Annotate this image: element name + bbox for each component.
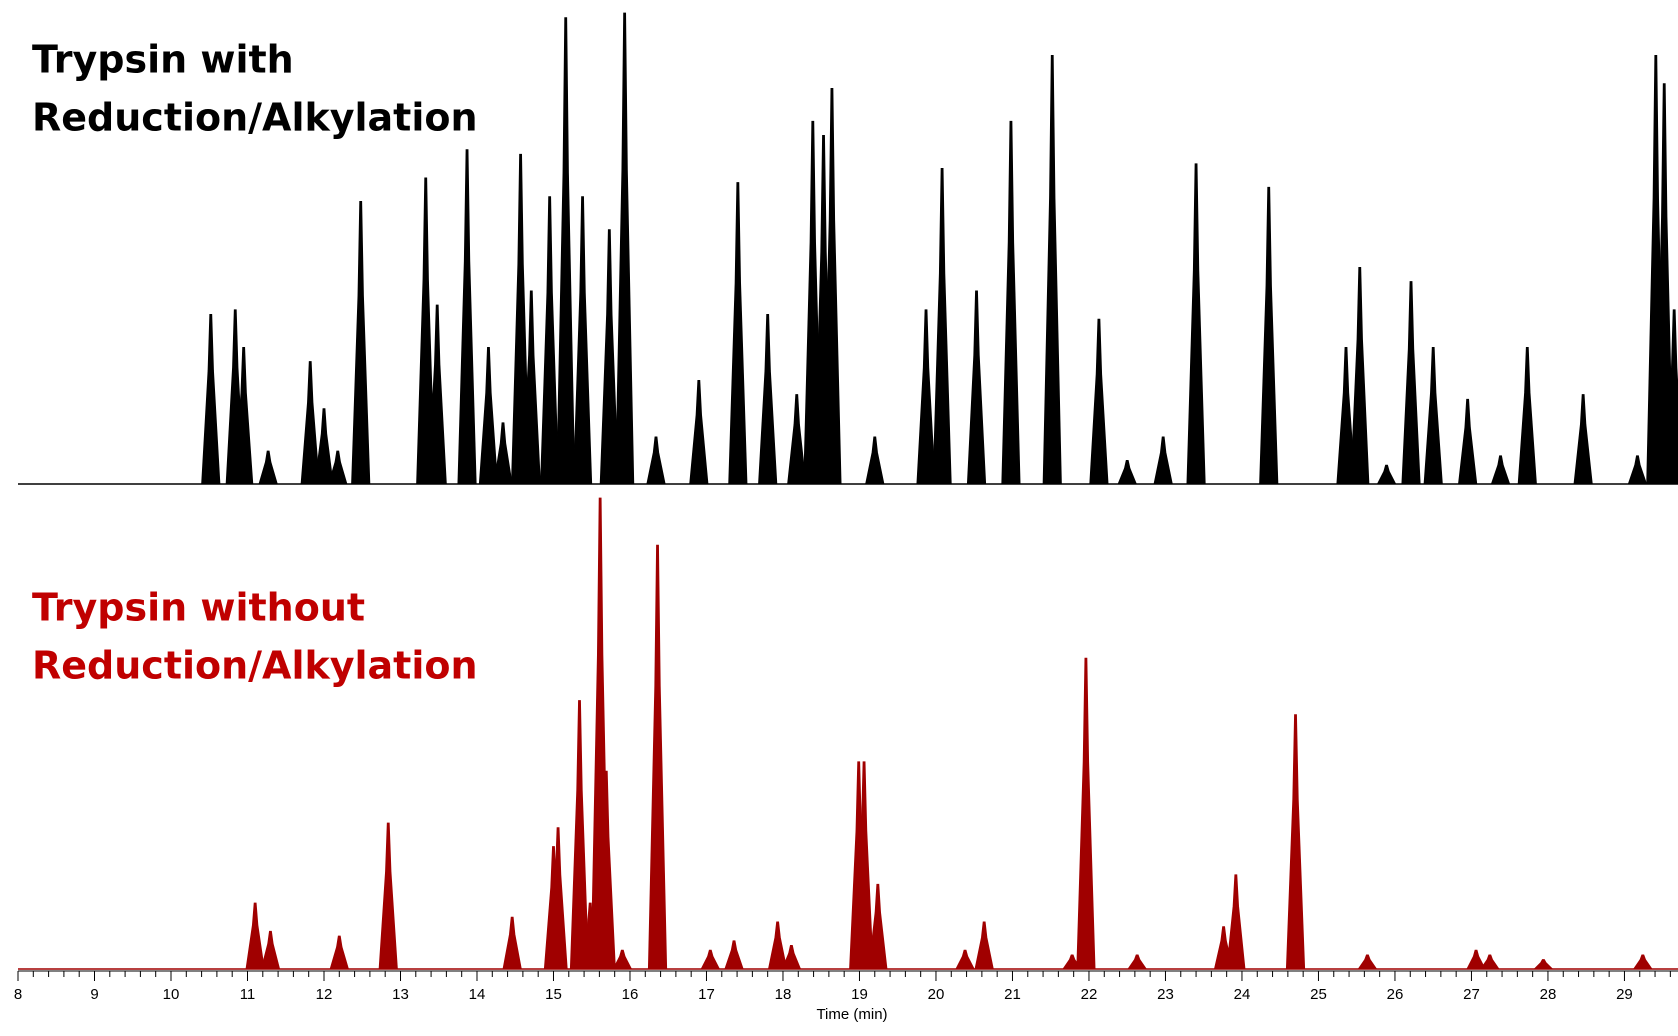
peak xyxy=(378,822,398,970)
peak xyxy=(300,361,320,485)
peak xyxy=(569,700,590,970)
trace-title: Reduction/Alkylation xyxy=(32,96,478,140)
peak xyxy=(1153,436,1173,485)
x-tick-label: 28 xyxy=(1540,986,1557,1003)
x-axis-label: Time (min) xyxy=(816,1006,887,1023)
peak xyxy=(767,921,788,970)
peak xyxy=(966,290,987,485)
peak xyxy=(502,916,522,970)
peak xyxy=(457,149,477,485)
x-tick-label: 13 xyxy=(392,986,409,1003)
peak xyxy=(932,168,952,485)
x-tick-label: 12 xyxy=(316,986,333,1003)
x-tick-label: 20 xyxy=(928,986,945,1003)
x-tick-label: 29 xyxy=(1616,986,1633,1003)
x-tick-label: 10 xyxy=(163,986,180,1003)
x-tick-label: 26 xyxy=(1387,986,1404,1003)
peak xyxy=(351,201,371,485)
peak xyxy=(1350,266,1370,485)
x-tick-label: 14 xyxy=(469,986,486,1003)
peak xyxy=(916,309,936,485)
peak xyxy=(1042,54,1062,485)
peak xyxy=(1627,455,1648,485)
peak xyxy=(556,17,576,485)
x-tick-label: 16 xyxy=(622,986,639,1003)
x-tick-label: 23 xyxy=(1157,986,1174,1003)
peak xyxy=(1517,347,1537,485)
peak xyxy=(1001,120,1021,485)
peak xyxy=(1458,398,1478,485)
peak xyxy=(1226,874,1246,970)
peak xyxy=(1376,464,1397,485)
x-tick-label: 22 xyxy=(1081,986,1098,1003)
peak xyxy=(758,314,778,485)
peak xyxy=(1285,714,1306,970)
x-tick-label: 17 xyxy=(698,986,715,1003)
x-tick-label: 27 xyxy=(1463,986,1480,1003)
peak xyxy=(781,945,802,970)
peak xyxy=(974,921,994,970)
peak xyxy=(1117,460,1137,485)
peak xyxy=(572,196,593,485)
peak xyxy=(1423,347,1443,485)
x-tick-label: 8 xyxy=(14,986,22,1003)
peak xyxy=(700,949,721,970)
peak xyxy=(1259,186,1279,485)
peak xyxy=(955,949,975,970)
peak xyxy=(1357,954,1378,970)
peak xyxy=(314,408,334,485)
x-tick-label: 9 xyxy=(90,986,98,1003)
peak xyxy=(1490,455,1511,485)
peak xyxy=(689,379,709,485)
peak xyxy=(787,394,807,485)
peak xyxy=(599,229,619,485)
peak xyxy=(822,87,842,485)
peak xyxy=(1664,309,1678,485)
peak xyxy=(1401,281,1421,485)
peak xyxy=(493,422,513,485)
peak xyxy=(1573,394,1593,485)
peak xyxy=(1186,163,1206,485)
trace-title: Trypsin without xyxy=(32,586,365,630)
peak xyxy=(724,940,744,970)
x-tick-label: 15 xyxy=(545,986,562,1003)
peak xyxy=(260,930,281,970)
peak xyxy=(647,544,668,970)
peak xyxy=(548,827,568,970)
peak xyxy=(868,883,888,970)
peak xyxy=(1479,954,1500,970)
peak xyxy=(478,347,499,485)
peak xyxy=(646,436,666,485)
x-tick-label: 21 xyxy=(1004,986,1021,1003)
x-tick-label: 24 xyxy=(1234,986,1251,1003)
x-tick-label: 25 xyxy=(1310,986,1327,1003)
peak xyxy=(1127,954,1148,970)
peak xyxy=(865,436,885,485)
peak xyxy=(540,196,560,485)
peak xyxy=(329,935,350,970)
peak xyxy=(258,450,278,485)
peak xyxy=(615,12,635,485)
peak xyxy=(728,182,748,485)
peak xyxy=(245,902,265,970)
peak xyxy=(1632,954,1653,970)
x-tick-label: 18 xyxy=(775,986,792,1003)
peak xyxy=(612,949,633,970)
trace-title: Reduction/Alkylation xyxy=(32,644,478,688)
peak xyxy=(1076,657,1096,970)
peak xyxy=(1089,318,1109,485)
peak xyxy=(1533,959,1554,970)
peak xyxy=(427,304,447,485)
trace-title: Trypsin with xyxy=(32,38,294,82)
peak xyxy=(328,450,348,485)
peak xyxy=(201,314,221,485)
x-tick-label: 19 xyxy=(851,986,868,1003)
x-tick-label: 11 xyxy=(240,986,256,1003)
peak xyxy=(234,347,254,485)
